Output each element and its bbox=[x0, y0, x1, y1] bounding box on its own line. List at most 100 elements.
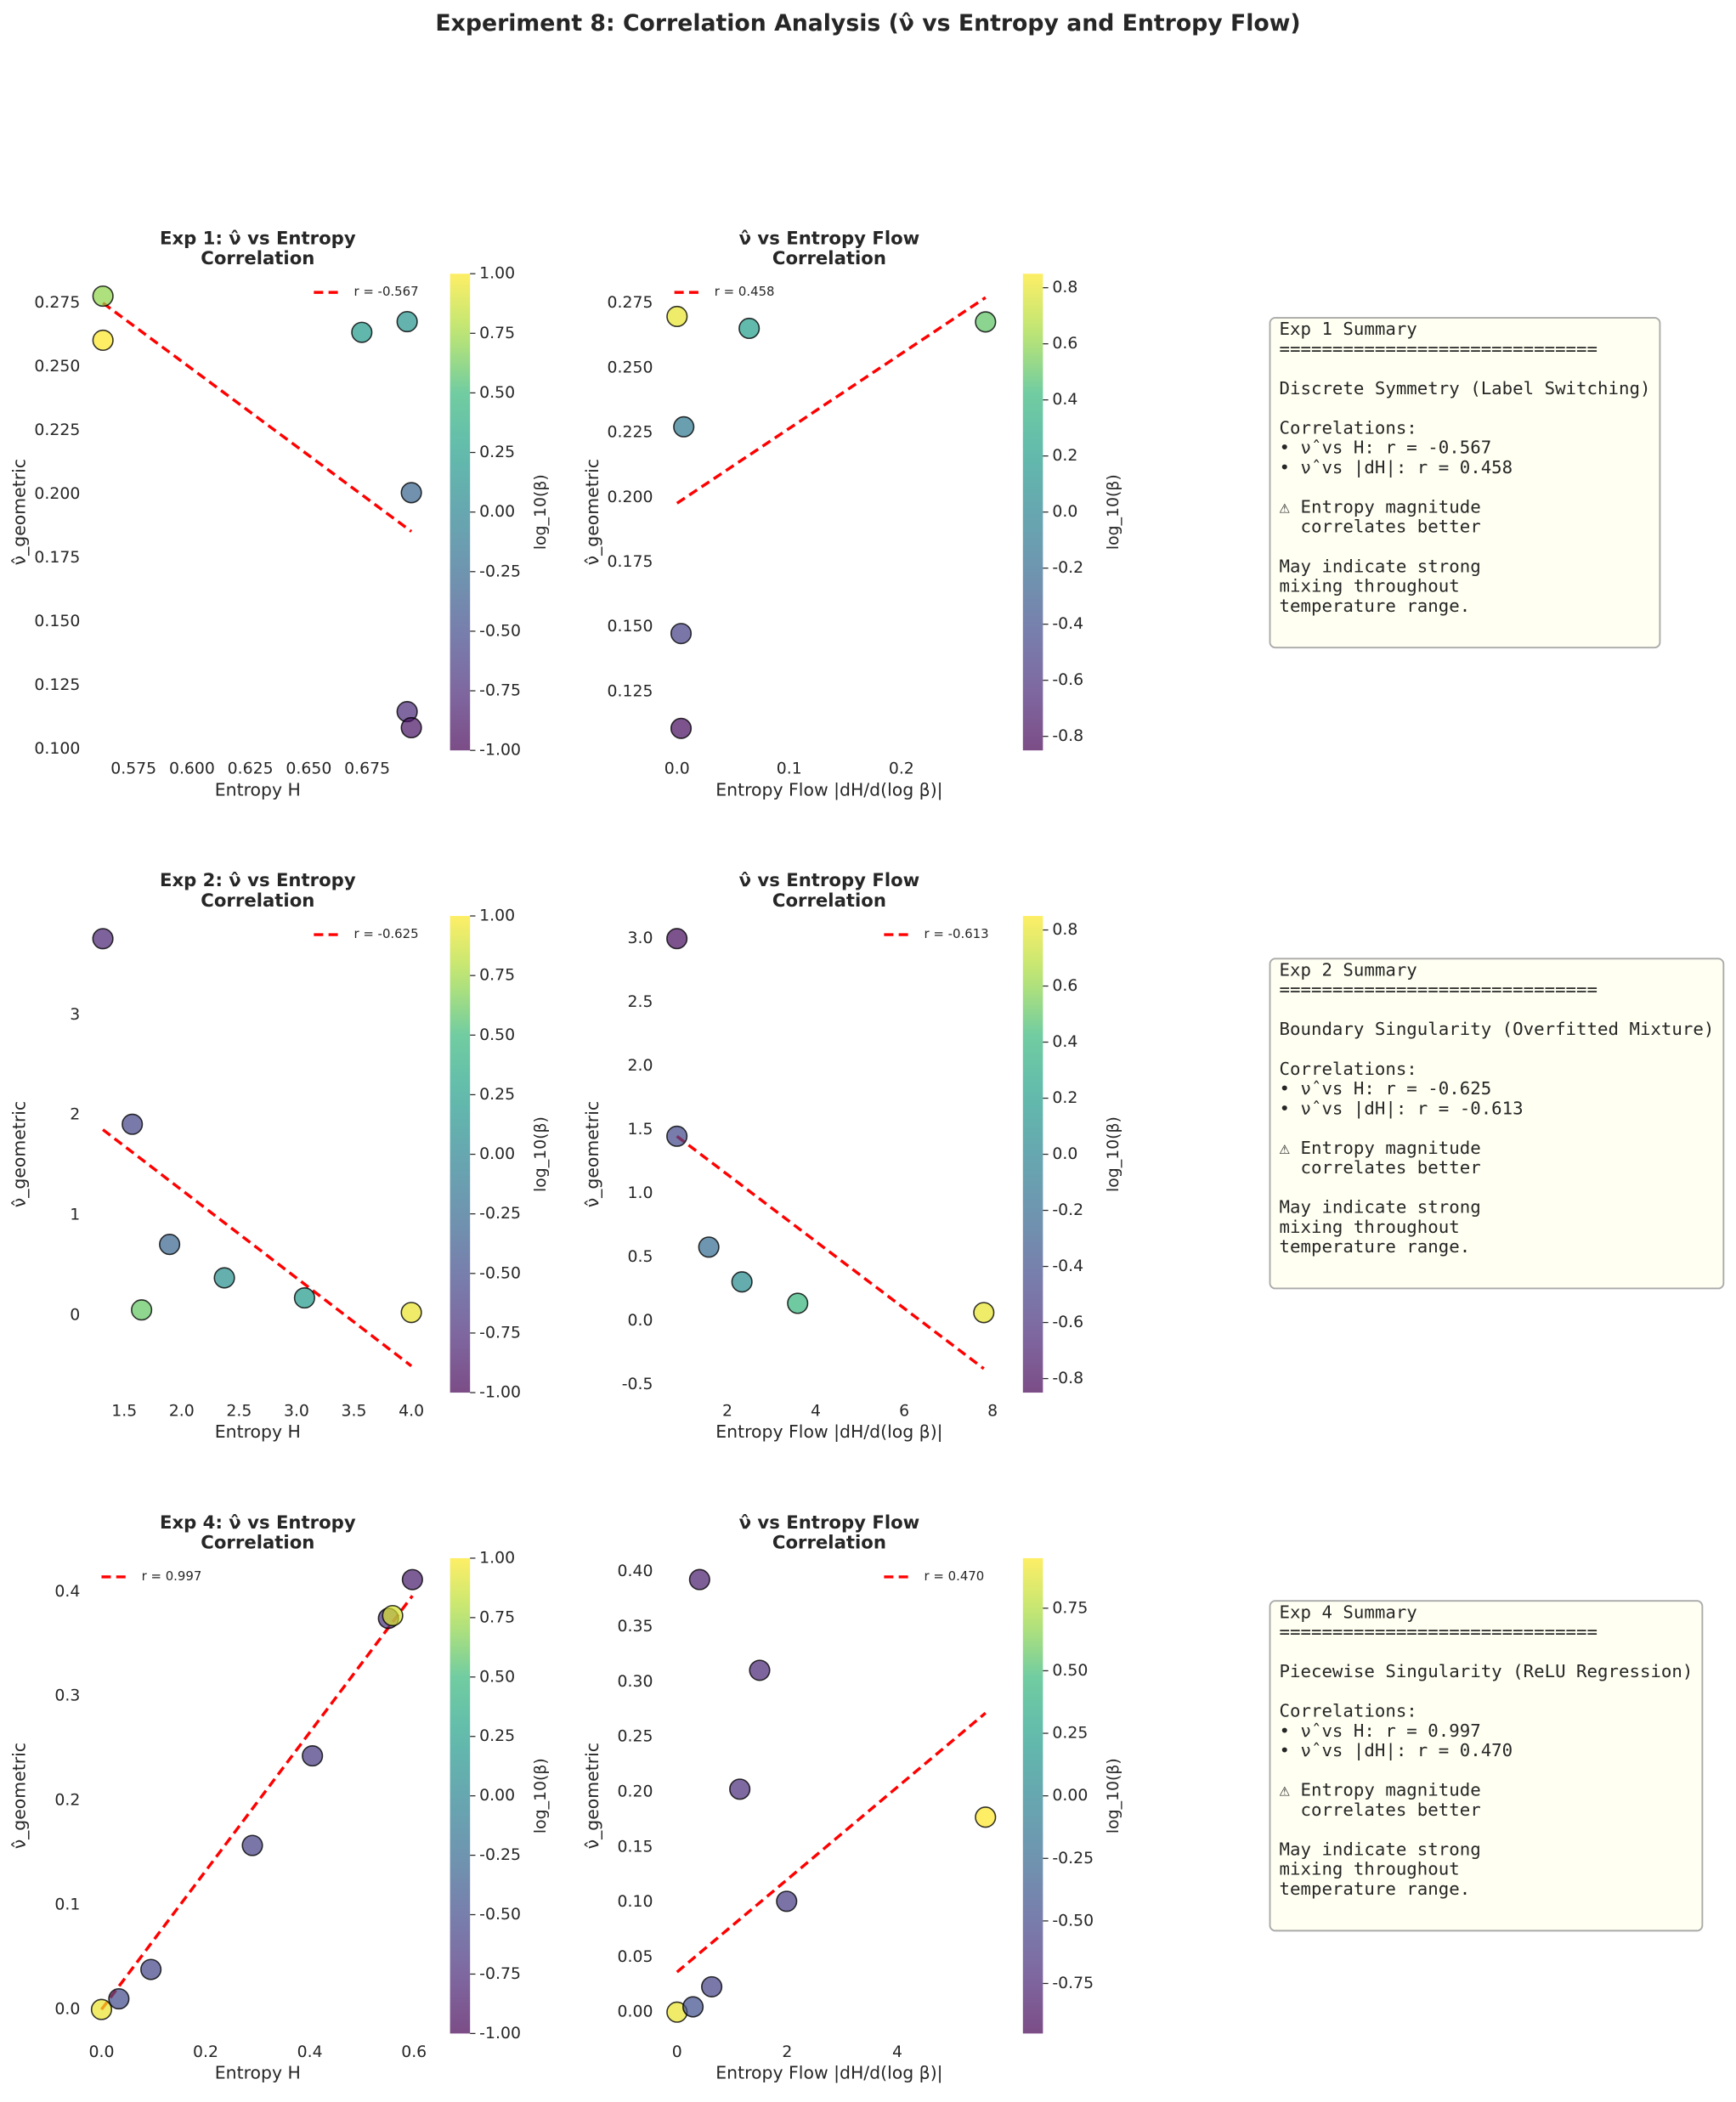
y-tick-label: 2 bbox=[70, 1106, 80, 1124]
y-tick-label: 0.150 bbox=[34, 613, 80, 630]
summary-line: • ν̂ vs |dH|: r = 0.470 bbox=[1280, 1740, 1513, 1761]
scatter-point bbox=[213, 1267, 235, 1289]
colorbar-tick-label: 0.8 bbox=[1052, 279, 1077, 297]
x-tick-label: 1.5 bbox=[111, 1403, 137, 1421]
y-tick-label: 0.225 bbox=[608, 424, 653, 442]
x-axis-label: Entropy Flow |dH/d(log β)| bbox=[715, 779, 942, 800]
fit-line bbox=[676, 1711, 987, 1974]
colorbar-tick-label: 1.00 bbox=[479, 907, 515, 925]
colorbar-tick-label: 0.75 bbox=[479, 1608, 515, 1626]
colorbar-tick-label: 0.50 bbox=[479, 384, 515, 402]
figure-title: Experiment 8: Correlation Analysis (ν̂ v… bbox=[435, 10, 1300, 37]
x-axis-label: Entropy H bbox=[215, 779, 301, 800]
summary-line: ============================== bbox=[1280, 338, 1598, 359]
y-axis-label: ν̂_geometric bbox=[582, 1743, 602, 1849]
y-tick-label: 0.0 bbox=[628, 1312, 653, 1330]
x-tick-label: 0.600 bbox=[169, 760, 215, 778]
y-tick-label: 0.5 bbox=[628, 1248, 653, 1266]
scatter-point bbox=[382, 1604, 404, 1627]
summary-line: Correlations: bbox=[1280, 1059, 1417, 1079]
summary-line: ⚠ Entropy magnitude bbox=[1280, 496, 1481, 517]
x-axis-label: Entropy H bbox=[215, 2063, 301, 2083]
x-tick-label: 6 bbox=[899, 1403, 909, 1421]
y-tick-label: 0.250 bbox=[34, 358, 80, 376]
colorbar-tick-label: 0.0 bbox=[1052, 1145, 1077, 1163]
y-tick-label: 3.0 bbox=[628, 930, 653, 947]
colorbar-tick-label: -0.25 bbox=[479, 1205, 521, 1223]
summary-line: May indicate strong bbox=[1280, 1839, 1481, 1859]
fit-line bbox=[100, 1595, 414, 2011]
y-tick-label: 2.5 bbox=[628, 993, 653, 1011]
summary-line: correlates better bbox=[1280, 1800, 1481, 1820]
summary-line: ============================== bbox=[1280, 1622, 1598, 1642]
scatter-point bbox=[666, 1125, 688, 1147]
y-tick-label: 0.275 bbox=[608, 294, 653, 312]
subplot-title: ν̂ vs Entropy Flow bbox=[739, 870, 920, 891]
y-tick-label: 0.3 bbox=[54, 1687, 80, 1705]
subplot-title: Correlation bbox=[772, 890, 886, 912]
x-tick-label: 0.4 bbox=[297, 2043, 323, 2061]
subplot-title: ν̂ vs Entropy Flow bbox=[739, 228, 920, 249]
colorbar-tick-label: 1.00 bbox=[479, 1549, 515, 1567]
y-tick-label: 0.175 bbox=[608, 553, 653, 571]
x-axis-label: Entropy Flow |dH/d(log β)| bbox=[715, 2063, 942, 2084]
summary-line: Piecewise Singularity (ReLU Regression) bbox=[1280, 1661, 1694, 1681]
colorbar-tick-label: 0.25 bbox=[479, 444, 515, 461]
scatter-point bbox=[973, 1302, 995, 1324]
y-tick-label: 0.30 bbox=[618, 1673, 653, 1691]
y-tick-label: 1.5 bbox=[628, 1121, 653, 1139]
summary-line: mixing throughout bbox=[1280, 1217, 1460, 1237]
colorbar-label: log_10(β) bbox=[532, 1758, 550, 1834]
summary-line: May indicate strong bbox=[1280, 1197, 1481, 1218]
fit-line bbox=[676, 296, 987, 505]
colorbar-tick-label: -0.6 bbox=[1052, 1314, 1083, 1331]
legend-label: r = -0.567 bbox=[353, 284, 418, 299]
colorbar-tick-label: -0.50 bbox=[479, 622, 521, 640]
scatter-point bbox=[666, 928, 688, 950]
x-tick-label: 3.5 bbox=[342, 1403, 367, 1421]
colorbar-tick-label: 0.2 bbox=[1052, 447, 1077, 465]
y-axis-label: ν̂_geometric bbox=[9, 1743, 30, 1849]
x-tick-label: 0.650 bbox=[286, 760, 331, 778]
colorbar-tick-label: -0.6 bbox=[1052, 671, 1083, 689]
legend-label: r = 0.997 bbox=[142, 1568, 202, 1584]
summary-line: Boundary Singularity (Overfitted Mixture… bbox=[1280, 1019, 1715, 1039]
legend: r = 0.458 bbox=[674, 284, 775, 299]
colorbar-tick-label: -0.50 bbox=[479, 1906, 521, 1924]
colorbar bbox=[1022, 274, 1043, 751]
colorbar-tick-label: 1.00 bbox=[479, 265, 515, 283]
scatter-point bbox=[731, 1271, 753, 1293]
colorbar-tick-label: -0.75 bbox=[479, 1965, 521, 1983]
colorbar-tick-label: -0.2 bbox=[1052, 1201, 1083, 1219]
subplot-title: Exp 2: ν̂ vs Entropy bbox=[160, 870, 356, 891]
colorbar-tick-label: 0.00 bbox=[479, 503, 515, 521]
scatter-point bbox=[688, 1568, 710, 1591]
scatter-point bbox=[241, 1834, 263, 1856]
colorbar-tick-label: 0.2 bbox=[1052, 1089, 1077, 1107]
scatter-point bbox=[400, 716, 422, 739]
colorbar-tick-label: -1.00 bbox=[479, 2025, 521, 2043]
colorbar-tick-label: 0.6 bbox=[1052, 335, 1077, 353]
x-tick-label: 8 bbox=[987, 1403, 998, 1421]
scatter-point bbox=[400, 1302, 422, 1324]
summary-line: Correlations: bbox=[1280, 417, 1417, 438]
y-tick-label: 0.175 bbox=[34, 549, 80, 567]
summary-line: temperature range. bbox=[1280, 1236, 1471, 1257]
colorbar-tick-label: -0.2 bbox=[1052, 559, 1083, 577]
subplot-title: Correlation bbox=[772, 248, 886, 269]
y-axis-label: ν̂_geometric bbox=[582, 459, 602, 565]
x-tick-label: 2 bbox=[722, 1403, 732, 1421]
y-tick-label: -0.5 bbox=[622, 1376, 653, 1393]
scatter-point bbox=[92, 928, 114, 950]
colorbar-tick-label: -0.25 bbox=[479, 562, 521, 580]
colorbar-tick-label: 0.25 bbox=[1052, 1725, 1088, 1743]
y-tick-label: 0.250 bbox=[608, 359, 653, 376]
legend-label: r = 0.458 bbox=[715, 284, 775, 299]
scatter-point bbox=[90, 1998, 113, 2020]
y-tick-label: 0.00 bbox=[618, 2003, 653, 2021]
summary-line: • ν̂ vs |dH|: r = 0.458 bbox=[1280, 457, 1513, 478]
